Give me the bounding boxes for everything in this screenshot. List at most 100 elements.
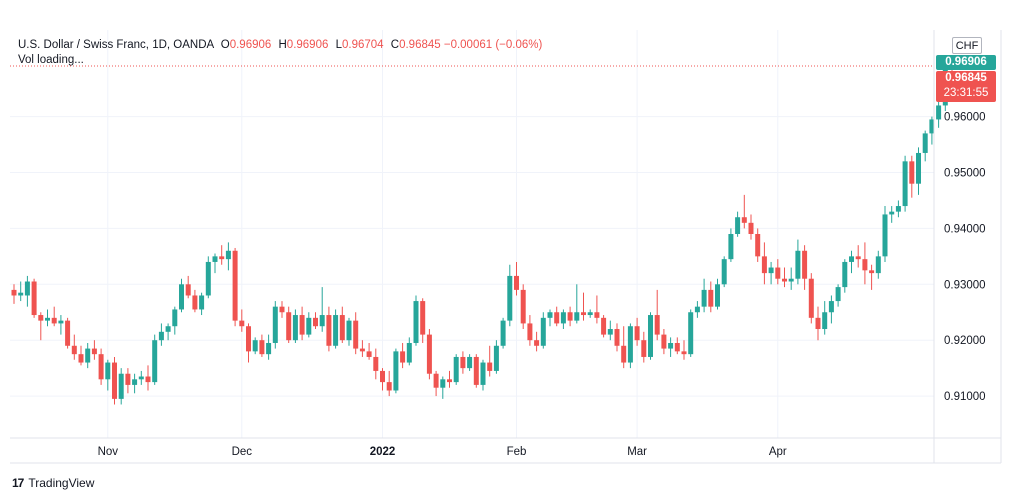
candle-body [460, 356, 466, 369]
candle [849, 250, 854, 274]
candle [426, 329, 432, 380]
candle-body [828, 301, 834, 313]
tradingview-brand[interactable]: 17 TradingView [12, 476, 94, 490]
candle [761, 242, 767, 285]
candle-body [225, 250, 231, 260]
candle [125, 368, 131, 394]
candle-body [634, 326, 640, 341]
candle [18, 281, 24, 302]
candle [520, 284, 526, 330]
candle [420, 298, 426, 343]
candle-body [641, 340, 647, 357]
candle-body [313, 317, 318, 327]
candle [112, 356, 117, 405]
candle [788, 267, 794, 290]
candle-body [71, 345, 77, 355]
candle [936, 99, 942, 128]
candle-body [614, 329, 620, 346]
price-tick-label: 0.94000 [944, 223, 986, 235]
candle [601, 315, 607, 338]
price-tick-label: 0.91000 [944, 391, 986, 403]
candle [775, 259, 781, 285]
candle-body [406, 342, 412, 363]
low-key: L [335, 39, 342, 51]
candle-body [842, 261, 848, 288]
candle [674, 337, 680, 355]
candle-body [152, 340, 158, 383]
candle-body [31, 281, 37, 316]
candle-body [661, 334, 667, 349]
candle-body [929, 119, 935, 134]
candle [118, 368, 124, 405]
candle [467, 354, 473, 371]
candle [406, 337, 412, 366]
candle [71, 334, 77, 360]
candle-body [802, 250, 808, 279]
candle [614, 323, 620, 352]
candle [205, 256, 211, 299]
candle [855, 245, 861, 268]
candle-body [916, 152, 921, 184]
candle [875, 250, 881, 279]
candle [353, 312, 359, 355]
candle-body [118, 373, 124, 399]
candle-body [835, 287, 841, 302]
candle [31, 278, 37, 318]
candle-body [480, 362, 486, 385]
candle-body [493, 345, 499, 371]
candle-body [788, 278, 794, 282]
candle-body [708, 289, 714, 307]
candle-body [735, 217, 741, 234]
candle [473, 354, 479, 388]
candle-body [574, 312, 580, 321]
candle [842, 259, 848, 293]
candle-body [721, 259, 727, 285]
candle-body [91, 348, 97, 355]
candle [902, 155, 908, 212]
candle [661, 329, 667, 355]
candle-body [587, 312, 593, 316]
candle-body [869, 270, 875, 274]
currency-button[interactable]: CHF [952, 37, 982, 54]
candle-body [741, 217, 747, 223]
candle-body [212, 256, 218, 262]
candle-body [306, 317, 312, 335]
candle-body [473, 356, 479, 385]
candle [795, 239, 801, 285]
candle-body [487, 362, 493, 371]
candle [587, 309, 593, 318]
candle [822, 301, 828, 335]
candle [721, 256, 727, 288]
candle [165, 323, 171, 341]
candle-body [373, 356, 379, 371]
candle [400, 342, 406, 369]
time-tick-label: Apr [769, 446, 787, 458]
high-value: 0.96906 [286, 39, 329, 51]
close-key: C [390, 39, 400, 51]
high-key: H [278, 39, 287, 51]
candle [152, 334, 158, 385]
chart-grid [10, 30, 934, 438]
price-tick-label: 0.93000 [944, 279, 986, 291]
candle [185, 275, 191, 299]
candle-body [440, 379, 446, 388]
candle [78, 345, 84, 366]
candle [741, 194, 747, 229]
candle [835, 284, 841, 307]
candle [654, 289, 660, 341]
candle [748, 214, 754, 240]
candles [11, 63, 955, 405]
candle [922, 130, 928, 162]
candle-body [540, 317, 546, 346]
candle [701, 278, 707, 313]
candle-body [500, 320, 506, 346]
candle [339, 306, 345, 343]
candle [487, 345, 493, 377]
candle-body [259, 340, 265, 355]
candle-body [18, 292, 24, 296]
candle-body [359, 348, 365, 352]
candle-body [420, 301, 426, 335]
brand-name: TradingView [28, 476, 95, 490]
time-tick-label: 2022 [370, 446, 396, 458]
